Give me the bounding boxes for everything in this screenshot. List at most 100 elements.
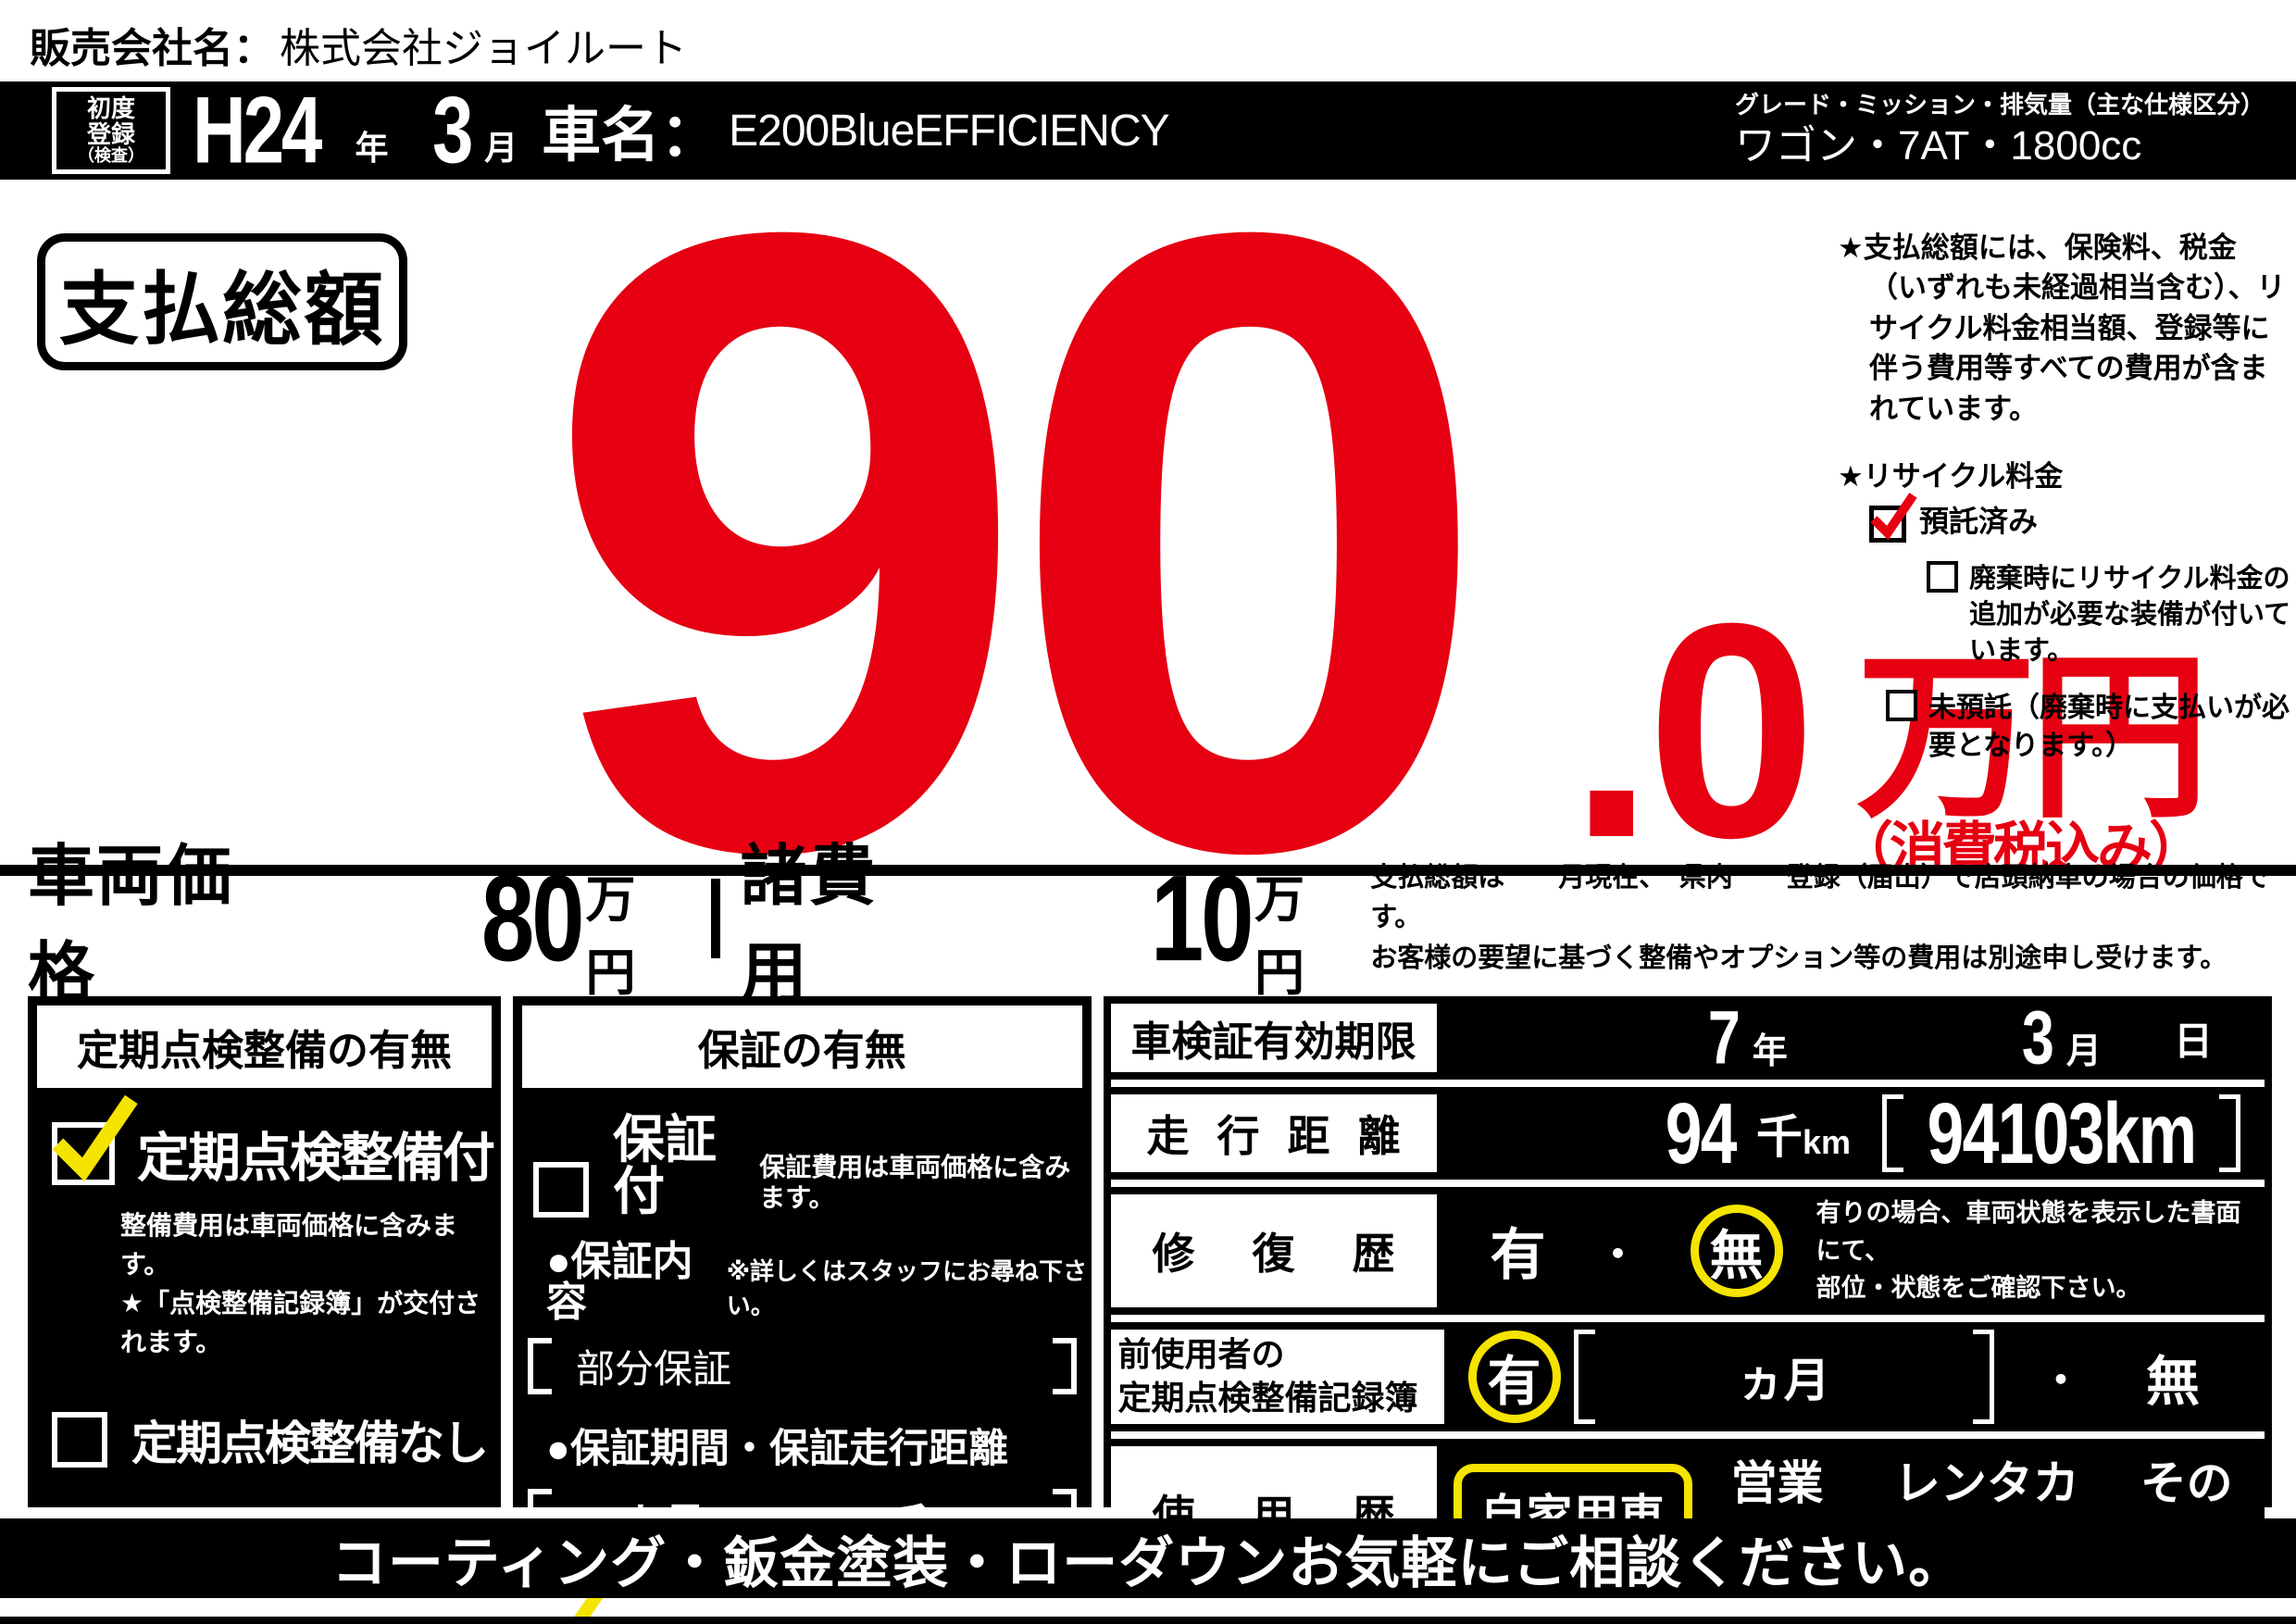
inspection-expiry-row: 車検証有効期限 7 年 3 月 日 (1110, 1000, 2265, 1075)
maintenance-note: 整備費用は車両価格に含みます。 ★「点検整備記録簿」が交付されます。 (120, 1206, 493, 1362)
seller-name: 株式会社ジョイルート (280, 26, 687, 71)
left-bracket (527, 1338, 552, 1394)
maintenance-with-checkbox (52, 1094, 138, 1185)
price-row-note-line1: 支払総額は 月現在、 県内 登録（届出）で店頭納車の場合の価格です。 (1370, 862, 2270, 933)
bottom-edge-line (0, 1617, 2296, 1624)
check-icon (540, 1583, 608, 1624)
inspection-mileage-row: 走行距離 94 千 km 94103km (1110, 1091, 2265, 1176)
record-no: 無 (2145, 1351, 2200, 1412)
check-icon (52, 1094, 138, 1182)
record-separator: ・ (2040, 1357, 2081, 1404)
spec-label: グレード・ミッション・排気量（主な仕様区分） (1734, 91, 2265, 119)
warranty-content-note: ※詳しくはスタッフにお尋ね下さい。 (726, 1257, 1088, 1319)
right-bracket (1052, 1338, 1077, 1394)
vehicle-price-value: 80 (481, 849, 585, 987)
recycle-fee-label: ★リサイクル料金 (1838, 459, 2064, 493)
recycle-equip-row: 廃棄時にリサイクル料金の追加が必要な装備が付いています。 (1927, 560, 2293, 669)
record-label-line2: 定期点検整備記録簿 (1117, 1378, 1418, 1417)
total-price-note: ★支払総額には、保険料、税金（いずれも未経過相当含む）、リサイクル料金相当額、登… (1838, 231, 2286, 425)
record-yes-highlight-circle: 有 (1467, 1330, 1561, 1423)
mileage-odometer: 94103km (1927, 1085, 2198, 1181)
right-bracket (1972, 1329, 1994, 1424)
record-label-line1: 前使用者の (1117, 1334, 1285, 1373)
warranty-none-checkbox (532, 1583, 608, 1624)
recycle-not-deposited-row: 未預託（廃棄時に支払いが必要となります。） (1886, 690, 2293, 765)
equip-note: 廃棄時にリサイクル料金の追加が必要な装備が付いています。 (1969, 563, 2291, 667)
warranty-content-bracket: 部分保証 (527, 1338, 1077, 1394)
maintenance-panel: 定期点検整備の有無 定期点検整備付 整備費用は車両価格に含みます。 ★「点検整備… (28, 996, 501, 1624)
fees-unit: 万円 (1254, 872, 1305, 1001)
maintenance-with-row: 定期点検整備付 (52, 1094, 501, 1192)
row-divider (1110, 1314, 2265, 1322)
equip-checkbox (1927, 560, 1958, 593)
right-bracket (2219, 1094, 2240, 1172)
mileage-unit-kanji: 千 (1755, 1111, 1803, 1163)
record-month-unit: ヵ月 (1737, 1354, 1830, 1406)
warranty-with-note: 保証費用は車両価格に含みます。 (759, 1152, 1071, 1213)
vehicle-price-unit: 万円 (585, 872, 636, 1001)
expiry-day-unit: 日 (2173, 1018, 2213, 1063)
repair-note: 有りの場合、車両状態を表示した書面にて、 部位・状態をご確認下さい。 (1816, 1194, 2265, 1307)
deposited-checkbox (1869, 492, 1918, 543)
registration-month: 3 (432, 77, 473, 184)
repair-yes: 有 (1490, 1224, 1546, 1287)
recycle-deposited-row: 預託済み (1869, 492, 2293, 543)
repair-label: 修復歴 (1152, 1229, 1453, 1278)
price-row-note-line2: お客様の要望に基づく整備やオプション等の費用は別途申し受けます。 (1370, 943, 2227, 973)
left-bracket (1882, 1094, 1903, 1172)
first-registration-box: 初度 登録 （検査） (52, 87, 170, 174)
mileage-label: 走行距離 (1146, 1112, 1429, 1160)
maintenance-without-row: 定期点検整備なし (52, 1406, 501, 1473)
expiry-label: 車検証有効期限 (1130, 1019, 1416, 1065)
row-divider (1110, 1430, 2265, 1439)
warranty-content-value: 部分保証 (575, 1347, 731, 1391)
maintenance-title: 定期点検整備の有無 (37, 1006, 492, 1088)
first-reg-line1: 初度 (86, 94, 135, 123)
inspection-repair-row: 修復歴 有 ・ 無 有りの場合、車両状態を表示した書面にて、 部位・状態をご確認… (1110, 1194, 2265, 1307)
warranty-with-checkbox (532, 1162, 589, 1218)
not-deposited-label: 未預託（廃棄時に支払いが必要となります。） (1928, 693, 2290, 761)
footer-message-bar: コーティング・鈑金塗装・ローダウンお気軽にご相談ください。 (0, 1518, 2296, 1598)
repair-note-line2: 部位・状態をご確認下さい。 (1816, 1274, 2141, 1302)
warranty-title: 保証の有無 (521, 1006, 1082, 1088)
month-unit: 月 (484, 129, 518, 167)
first-reg-line2: 登録 (86, 120, 135, 149)
record-yes: 有 (1487, 1351, 1541, 1412)
warranty-content-label: ●保証内容 (545, 1239, 693, 1325)
vehicle-price-row: 車両価格 80 万円 諸費用 10 万円 支払総額は 月現在、 県内 登録（届出… (0, 840, 2296, 1011)
warranty-with-row: 保証付 保証費用は車両価格に含みます。 (532, 1110, 1092, 1220)
spec-block: グレード・ミッション・排気量（主な仕様区分） ワゴン・7AT・1800cc (1735, 90, 2265, 171)
repair-note-line1: 有りの場合、車両状態を表示した書面にて、 (1816, 1199, 2241, 1265)
fees-label: 諸費用 (740, 840, 878, 1011)
seller-label: 販売会社名： (30, 26, 274, 71)
fees-value: 10 (1150, 849, 1254, 987)
car-name: E200BlueEFFICIENCY (729, 106, 1170, 156)
not-deposited-checkbox (1886, 690, 1917, 722)
expiry-month-unit: 月 (2065, 1031, 2102, 1071)
year-unit: 年 (355, 129, 389, 167)
deposited-label: 預託済み (1919, 504, 2039, 538)
check-icon (1870, 492, 1918, 540)
recycle-notes: ★支払総額には、保険料、税金（いずれも未経過相当含む）、リサイクル料金相当額、登… (1838, 228, 2293, 765)
expiry-year-unit: 年 (1752, 1031, 1788, 1071)
row-divider (1110, 1180, 2265, 1187)
mileage-value: 94 (1665, 1085, 1737, 1181)
repair-separator: ・ (1597, 1231, 1639, 1278)
registration-year: H24 (193, 77, 322, 184)
maintenance-note-line1: 整備費用は車両価格に含みます。 (120, 1211, 458, 1279)
row-divider (1110, 1080, 2265, 1087)
header-bar: 初度 登録 （検査） H24 年 3 月 車名： E200BlueEFFICIE… (0, 81, 2296, 180)
maintenance-without-checkbox (52, 1412, 107, 1468)
maintenance-note-line2: ★「点検整備記録簿」が交付されます。 (120, 1289, 481, 1356)
price-unit: 万円 (1856, 637, 2210, 839)
warranty-content-row: ●保証内容 ※詳しくはスタッフにお尋ね下さい。 (546, 1242, 1092, 1323)
repair-no-highlight-circle: 無 (1690, 1204, 1783, 1297)
maintenance-without-label: 定期点検整備なし (131, 1418, 489, 1469)
warranty-with-label: 保証付 (612, 1110, 717, 1220)
first-reg-line3: （検査） (78, 146, 144, 166)
payment-total-label: 支払総額 (37, 233, 407, 370)
car-name-label: 車名： (542, 102, 720, 169)
price-integer: 90 (542, 51, 1494, 1033)
price-fraction: .0 (1569, 559, 1816, 901)
